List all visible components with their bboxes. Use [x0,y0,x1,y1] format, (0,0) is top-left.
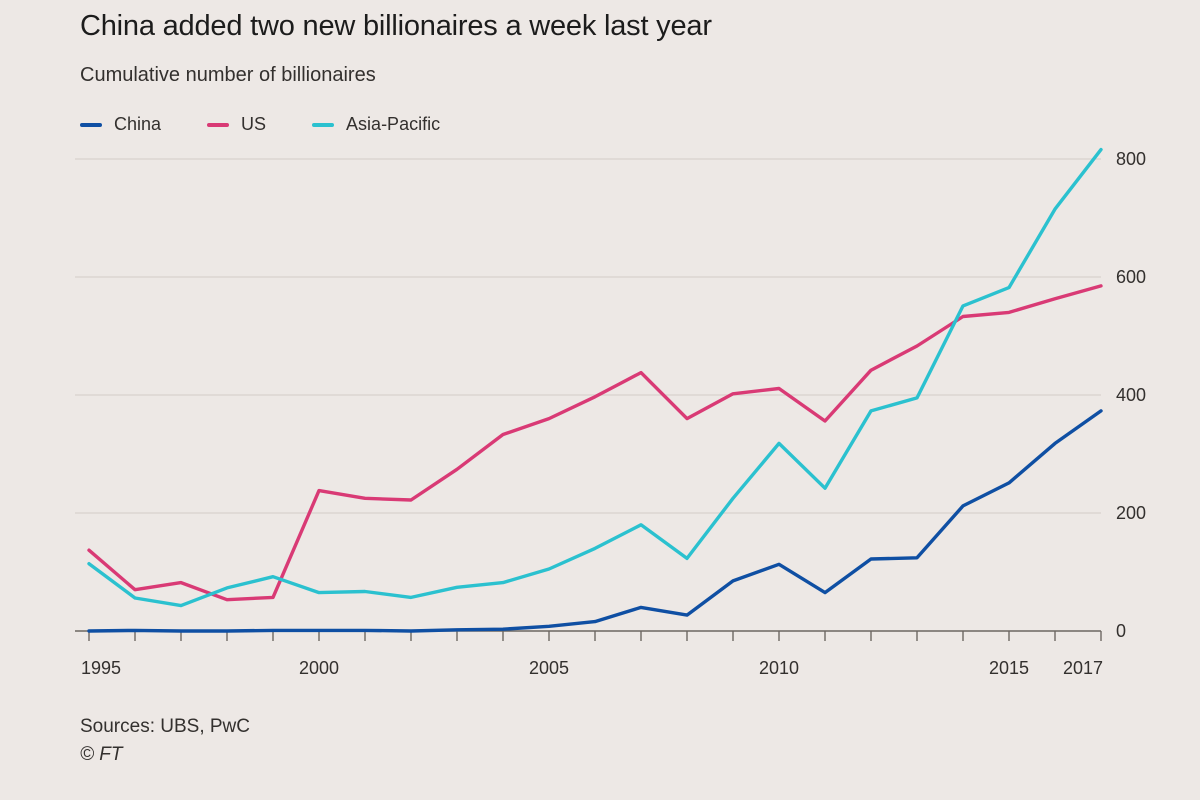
legend-label-us: US [241,114,267,134]
legend-swatch-china [80,122,102,127]
series-line-us [87,284,1103,602]
x-axis: 1995 2000 2005 2010 2015 2017 [75,630,1103,678]
legend-item-asia-pacific: Asia-Pacific [312,114,440,135]
legend-label-china: China [114,114,162,134]
sources-note: Sources: UBS, PwC [80,716,250,737]
y-tick-label-0: 0 [1116,621,1126,641]
copyright-note: © FT [80,744,123,765]
footer: Sources: UBS, PwC © FT [80,713,250,769]
legend-item-us: US [207,114,266,135]
x-tick-label-2015: 2015 [989,658,1029,678]
x-tick-label-2000: 2000 [299,658,339,678]
legend-swatch-asia-pacific [312,122,335,127]
gridlines [75,158,1101,514]
y-tick-label-600: 600 [1116,267,1146,287]
series-line-china [87,409,1103,633]
y-tick-label-800: 800 [1116,149,1146,169]
y-axis: 0 200 400 600 800 [1116,149,1146,641]
legend-item-china: China [80,114,161,135]
series-line-asia-pacific [87,147,1103,608]
chart-title: China added two new billionaires a week … [80,10,712,42]
x-tick-label-1995: 1995 [81,658,121,678]
x-tick-label-2010: 2010 [759,658,799,678]
legend: China US Asia-Pacific [80,114,486,135]
y-tick-label-400: 400 [1116,385,1146,405]
y-tick-label-200: 200 [1116,503,1146,523]
legend-swatch-us [207,122,230,127]
x-tick-label-2017: 2017 [1063,658,1103,678]
series-lines [87,147,1103,633]
chart-subtitle: Cumulative number of billionaires [80,64,376,86]
x-tick-label-2005: 2005 [529,658,569,678]
legend-label-asia-pacific: Asia-Pacific [346,114,441,134]
